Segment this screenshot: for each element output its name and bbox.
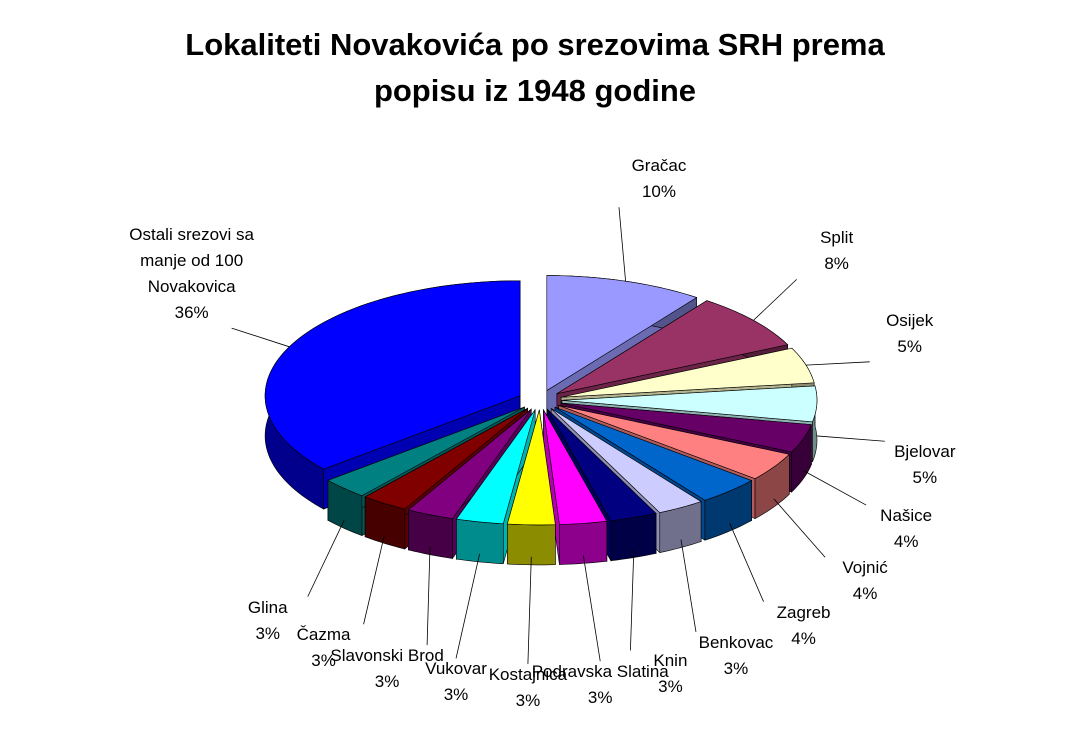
leader-line (729, 522, 764, 602)
slice-label: Našice (880, 506, 933, 526)
leader-line (618, 207, 626, 282)
slice-value-label: 3% (658, 677, 683, 697)
slice-value-label: 10% (641, 182, 676, 202)
slice-label: Podravska Slatina (531, 662, 669, 682)
slice-value-label: 5% (912, 468, 938, 488)
pie-slice (455, 409, 536, 525)
slice-label: Glina (247, 597, 288, 617)
slice-value-label: 5% (897, 336, 922, 356)
leader-line (630, 549, 635, 651)
slice-label: Vukovar (425, 659, 487, 679)
slice-value-label: 4% (893, 532, 919, 552)
leader-line (773, 498, 826, 558)
slice-label: Vojnić (842, 558, 888, 578)
slice-value-label: 3% (587, 688, 613, 708)
pie-slice (364, 407, 528, 510)
slice-label: Bjelovar (894, 442, 956, 462)
slice-label: Zagreb (776, 602, 831, 622)
pie-slice (560, 402, 812, 453)
slice-label: Osijek (886, 310, 934, 330)
leader-line (455, 553, 480, 659)
slice-value-label: 3% (255, 623, 281, 643)
leader-line (426, 546, 431, 646)
pie-slice (550, 408, 702, 513)
leader-line (231, 327, 290, 348)
slice-value-label: 8% (824, 254, 849, 274)
leader-line (527, 556, 532, 664)
pie-slice (543, 409, 608, 525)
leader-line (363, 535, 385, 625)
leader-line (680, 539, 697, 633)
pie-slice (556, 300, 789, 394)
pie-slice (561, 385, 818, 423)
pie-slice (407, 408, 532, 519)
pie-slice (546, 275, 698, 392)
pie-slice (547, 409, 657, 522)
slice-value-label: 3% (723, 658, 749, 678)
leader-line (803, 470, 867, 506)
slice-value-label: 3% (443, 685, 469, 705)
slice-label: Čazma (296, 625, 351, 645)
slice-label: Split (820, 228, 854, 248)
slice-label: Benkovac (698, 632, 774, 652)
slice-label: Gračac (631, 156, 687, 176)
pie-slice (327, 406, 525, 496)
leader-line (582, 555, 601, 662)
slice-label: Slavonski Brod (330, 646, 444, 666)
slice-value-label: 4% (852, 584, 878, 604)
pie-slice (264, 280, 521, 470)
leader-line (753, 279, 797, 321)
pie-slice (506, 409, 556, 526)
slice-value-label: 4% (791, 628, 816, 648)
leader-line (307, 520, 345, 597)
slice-side (456, 518, 504, 565)
pie-slice (558, 405, 790, 479)
slice-value-label: 3% (311, 651, 336, 671)
slice-label: Kostajnica (488, 664, 568, 684)
slice-label: Knin (653, 651, 688, 671)
leader-line (816, 435, 885, 442)
slice-side (559, 520, 608, 565)
pie-slice (554, 406, 753, 501)
slice-value-label: 36% (174, 303, 209, 323)
chart-title: Lokaliteti Novakovića po srezovima SRH p… (185, 27, 885, 108)
pie-slice (561, 347, 815, 398)
slice-label: Ostali srezovi sa manje od 100 Novakovic… (129, 225, 254, 297)
slice-value-label: 3% (374, 672, 400, 692)
leader-line (805, 361, 870, 366)
slice-value-label: 3% (515, 690, 541, 710)
